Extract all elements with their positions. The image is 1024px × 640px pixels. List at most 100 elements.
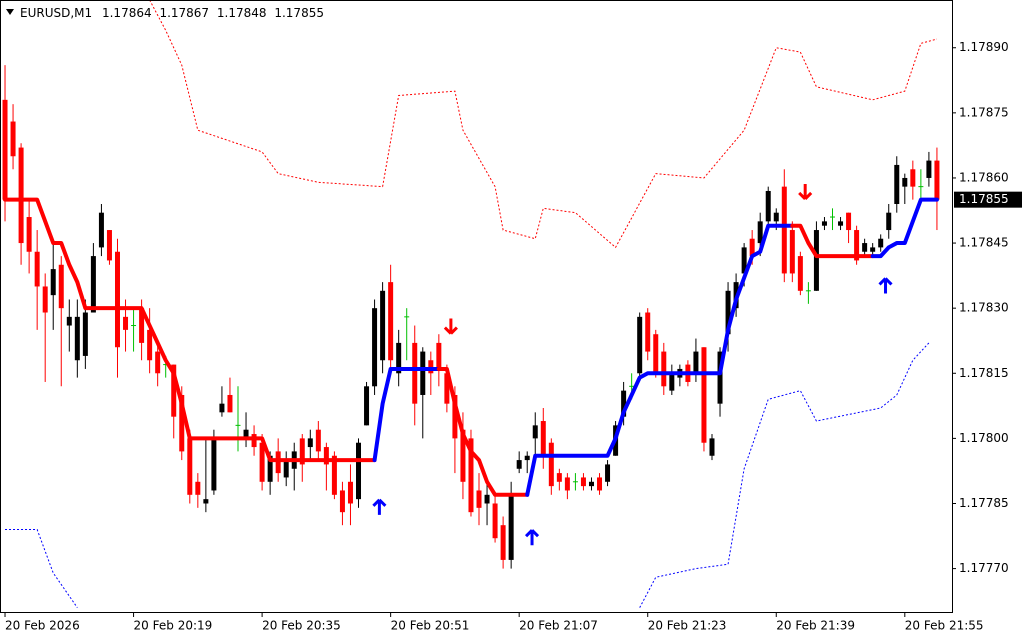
candle-body xyxy=(621,390,627,417)
x-tick-label: 20 Feb 20:19 xyxy=(134,619,213,633)
trend-line xyxy=(372,366,441,463)
header-open: 1.17864 xyxy=(102,6,152,20)
candle-body xyxy=(26,217,32,252)
candle-body xyxy=(364,386,370,426)
candle-body xyxy=(556,473,562,482)
candle-body xyxy=(211,438,217,491)
candle-body xyxy=(878,238,884,248)
candle-body xyxy=(532,425,538,439)
candle-body xyxy=(870,247,876,252)
candle-body xyxy=(420,351,426,395)
candle-body xyxy=(187,438,193,495)
last-price-label: 1.17855 xyxy=(959,192,1009,206)
candle-body xyxy=(540,421,546,456)
candle-body xyxy=(315,429,321,452)
buy-arrow xyxy=(372,498,387,515)
candle-body xyxy=(259,442,265,482)
candle-body xyxy=(548,442,554,487)
candle-body xyxy=(926,160,932,178)
y-tick-label: 1.17830 xyxy=(959,301,1009,315)
symbol: EURUSD,M1 xyxy=(20,6,92,20)
candle-body xyxy=(846,212,852,231)
header-low: 1.17848 xyxy=(217,6,267,20)
sell-arrow xyxy=(798,183,813,201)
candle-body xyxy=(934,160,940,200)
candle-body xyxy=(516,460,522,469)
candle-body xyxy=(195,481,201,495)
candle-body xyxy=(500,525,506,560)
candle-body xyxy=(789,230,795,274)
candle-body xyxy=(637,316,643,374)
last-price-box xyxy=(954,191,1022,208)
candle-body xyxy=(717,351,723,404)
candle-body xyxy=(90,256,96,313)
candle-body xyxy=(171,364,177,417)
trend-line xyxy=(525,223,795,497)
candle-body xyxy=(123,316,129,330)
band xyxy=(5,529,78,608)
candle-body xyxy=(18,147,24,244)
candle-body xyxy=(580,477,586,487)
candle-body xyxy=(444,373,450,404)
trend-line xyxy=(790,223,875,259)
candle-body xyxy=(275,451,281,474)
x-tick-label: 20 Feb 20:35 xyxy=(262,619,341,633)
candle-body xyxy=(283,460,289,478)
candle-body xyxy=(82,312,88,356)
candle-body xyxy=(339,490,345,513)
candle-body xyxy=(838,221,844,226)
y-tick-label: 1.17770 xyxy=(959,561,1009,575)
candle-body xyxy=(436,342,442,369)
candle-body xyxy=(910,169,916,187)
candle-body xyxy=(66,316,72,326)
candle-body xyxy=(299,438,305,465)
candle-body xyxy=(468,438,474,513)
candle-body xyxy=(34,251,40,287)
candle-body xyxy=(388,282,394,361)
candle-body xyxy=(74,316,80,361)
trend-line xyxy=(3,197,377,463)
candle-body xyxy=(10,121,16,157)
candle-body xyxy=(227,394,233,413)
candle-body xyxy=(219,403,225,413)
candle-body xyxy=(372,308,378,387)
y-tick-label: 1.17800 xyxy=(959,431,1009,445)
candle-body xyxy=(428,360,434,374)
candle-body xyxy=(757,221,763,244)
candle-body xyxy=(243,429,249,439)
candle-body xyxy=(701,347,707,443)
candle-body xyxy=(653,334,659,374)
candle-body xyxy=(902,177,908,187)
candle-body xyxy=(886,212,892,231)
menu-triangle[interactable] xyxy=(6,9,14,15)
candle-body xyxy=(894,164,900,204)
candle-body xyxy=(476,490,482,508)
candle-body xyxy=(605,464,611,482)
candle-body xyxy=(179,394,185,452)
buy-arrow xyxy=(524,529,540,546)
candle-body xyxy=(347,481,353,504)
candle-body xyxy=(524,455,530,461)
header: EURUSD,M1 1.17864 1.17867 1.17848 1.1785… xyxy=(20,6,324,20)
candle-body xyxy=(797,256,803,291)
x-tick-label: 20 Feb 20:51 xyxy=(391,619,470,633)
candle-body xyxy=(645,312,651,352)
candle-body xyxy=(854,230,860,261)
candle-body xyxy=(484,494,490,504)
candle-body xyxy=(50,269,56,296)
candle-body xyxy=(492,503,498,539)
buy-arrow xyxy=(878,277,893,294)
candle-body xyxy=(597,477,603,491)
plot-area xyxy=(2,0,940,608)
candle-body xyxy=(412,342,418,404)
sell-arrow xyxy=(443,318,458,335)
candle-body xyxy=(741,247,747,274)
candle-body xyxy=(781,186,787,274)
x-tick-label: 20 Feb 21:39 xyxy=(776,619,855,633)
y-tick-label: 1.17815 xyxy=(959,366,1009,380)
candle-body xyxy=(2,99,8,200)
candle-body xyxy=(323,447,329,465)
candle-body xyxy=(765,190,771,222)
candle-body xyxy=(452,394,458,439)
x-tick-label: 20 Feb 21:23 xyxy=(648,619,727,633)
